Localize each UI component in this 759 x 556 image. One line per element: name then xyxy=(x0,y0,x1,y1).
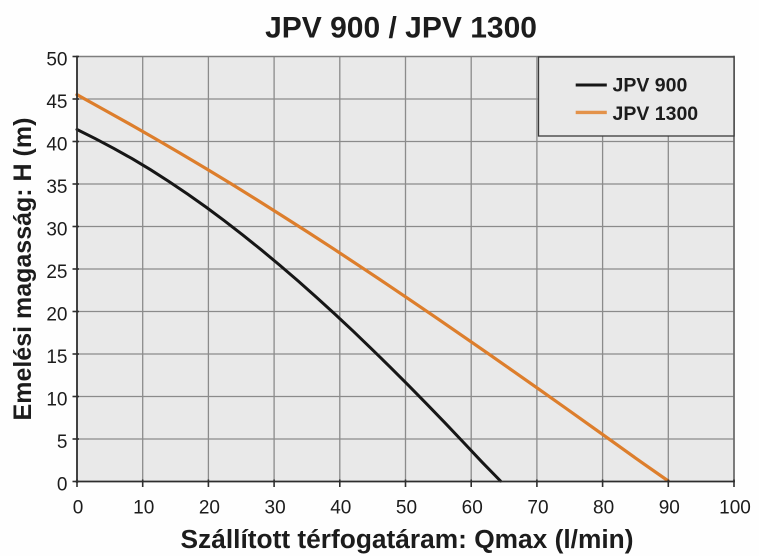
svg-text:45: 45 xyxy=(46,92,67,113)
svg-text:Szállított térfogatáram: Qmax: Szállított térfogatáram: Qmax (l/min) xyxy=(181,524,634,554)
svg-text:100: 100 xyxy=(719,498,751,519)
svg-text:20: 20 xyxy=(199,498,220,519)
svg-text:30: 30 xyxy=(265,498,286,519)
svg-text:40: 40 xyxy=(46,135,67,156)
svg-text:Emelési magasság: H (m): Emelési magasság: H (m) xyxy=(9,118,37,421)
svg-text:70: 70 xyxy=(527,498,548,519)
svg-text:JPV 900: JPV 900 xyxy=(613,75,688,97)
svg-text:20: 20 xyxy=(46,305,67,326)
svg-text:30: 30 xyxy=(46,220,67,241)
svg-text:35: 35 xyxy=(46,177,67,198)
svg-text:5: 5 xyxy=(57,432,68,453)
svg-text:40: 40 xyxy=(330,498,351,519)
svg-text:15: 15 xyxy=(46,347,67,368)
svg-text:0: 0 xyxy=(57,475,68,496)
svg-text:80: 80 xyxy=(593,498,614,519)
svg-text:90: 90 xyxy=(659,498,680,519)
svg-text:JPV 900 / JPV 1300: JPV 900 / JPV 1300 xyxy=(265,12,537,45)
svg-text:50: 50 xyxy=(396,498,417,519)
svg-text:JPV 1300: JPV 1300 xyxy=(613,103,699,125)
svg-text:10: 10 xyxy=(46,390,67,411)
svg-text:50: 50 xyxy=(46,50,67,71)
svg-text:10: 10 xyxy=(133,498,154,519)
svg-text:25: 25 xyxy=(46,262,67,283)
svg-text:60: 60 xyxy=(462,498,483,519)
svg-text:0: 0 xyxy=(73,498,84,519)
